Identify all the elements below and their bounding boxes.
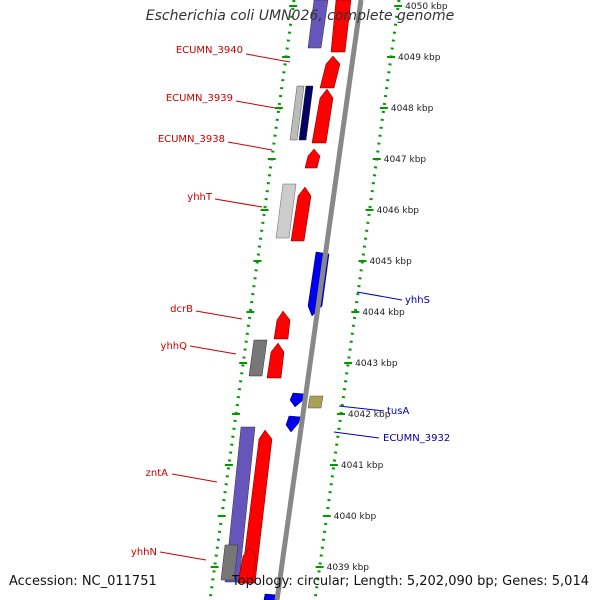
scale-label: 4046 kbp xyxy=(377,206,420,216)
forward-gene-arrow xyxy=(266,342,285,379)
label-leader-line xyxy=(333,431,380,439)
genome-summary-text: Topology: circular; Length: 5,202,090 bp… xyxy=(231,574,589,589)
gene-label-yhht: yhhT xyxy=(187,192,213,203)
label-leader-line xyxy=(356,291,403,301)
gene-label-znta: zntA xyxy=(146,468,169,479)
scale-label: 4044 kbp xyxy=(362,308,405,318)
gene-label-dcrb: dcrB xyxy=(170,304,193,315)
label-leader-line xyxy=(245,53,291,63)
label-leader-line xyxy=(338,405,385,412)
gene-label-yhhq: yhhQ xyxy=(161,341,188,352)
gene-label-yhhn: yhhN xyxy=(131,547,157,558)
forward-gene-arrow xyxy=(237,547,257,584)
scale-label: 4040 kbp xyxy=(334,512,377,522)
feature-block xyxy=(307,0,329,49)
label-leader-line xyxy=(214,198,263,208)
feature-block xyxy=(275,183,297,239)
feature-block xyxy=(289,85,305,141)
label-leader-line xyxy=(227,141,273,151)
label-leader-line xyxy=(235,100,282,110)
forward-gene-arrow xyxy=(273,310,291,340)
scale-label: 4050 kbp xyxy=(405,2,448,12)
scale-label: 4041 kbp xyxy=(341,461,384,471)
scale-ticks: 4050 kbp 4049 kbp 4048 kbp 4047 kbp 4046 kbp… xyxy=(210,2,448,573)
label-leader-line xyxy=(159,551,207,561)
reverse-gene-arrow xyxy=(289,392,306,408)
forward-gene-arrow xyxy=(330,0,352,53)
scale-label: 4039 kbp xyxy=(327,563,370,573)
feature-block xyxy=(220,544,239,581)
scale-label: 4042 kbp xyxy=(348,410,391,420)
label-leader-line xyxy=(189,345,237,355)
scale-label: 4048 kbp xyxy=(391,104,434,114)
feature-block xyxy=(298,85,314,141)
inner-dotted-track xyxy=(208,0,296,600)
accession-text: Accession: NC_011751 xyxy=(9,574,157,589)
gene-label-ecumn-3938: ECUMN_3938 xyxy=(158,134,225,145)
scale-label: 4047 kbp xyxy=(384,155,427,165)
genome-backbone xyxy=(274,0,364,600)
scale-label: 4049 kbp xyxy=(398,53,441,63)
label-leader-line xyxy=(195,310,243,320)
feature-block xyxy=(248,339,268,377)
forward-gene-arrow xyxy=(311,88,334,144)
gene-label-yhhs: yhhS xyxy=(405,295,430,306)
reverse-gene-arrow xyxy=(263,593,279,600)
feature-block xyxy=(307,395,324,409)
map-title: Escherichia coli UMN026, complete genome xyxy=(145,8,455,24)
outer-dotted-track xyxy=(313,0,401,600)
reverse-gene-arrow xyxy=(285,415,302,433)
forward-gene-arrow xyxy=(304,148,321,169)
gene-label-ecumn-3940: ECUMN_3940 xyxy=(176,45,243,56)
scale-label: 4045 kbp xyxy=(369,257,412,267)
forward-gene-arrow xyxy=(319,55,341,89)
gene-label-tusa: tusA xyxy=(387,406,409,417)
forward-gene-arrow xyxy=(290,186,312,242)
gene-label-ecumn-3932: ECUMN_3932 xyxy=(383,433,450,444)
scale-label: 4043 kbp xyxy=(355,359,398,369)
gene-label-ecumn-3939: ECUMN_3939 xyxy=(166,93,233,104)
label-leader-line xyxy=(171,473,218,483)
